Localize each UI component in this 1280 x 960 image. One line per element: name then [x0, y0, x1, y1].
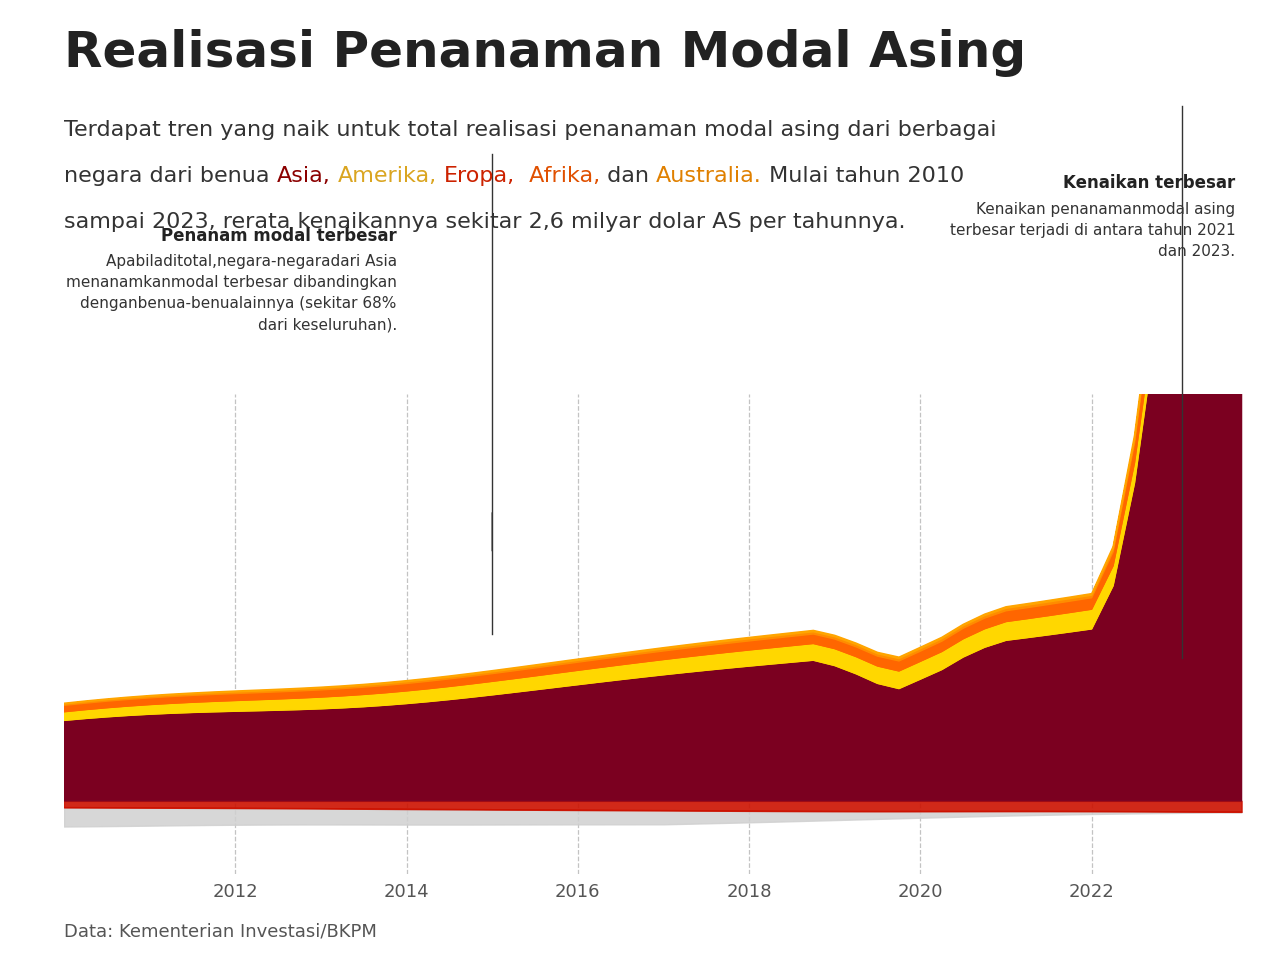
Text: negara dari benua: negara dari benua [64, 166, 276, 186]
Text: Asia,: Asia, [276, 166, 330, 186]
Text: sampai 2023, rerata kenaikannya sekitar 2,6 milyar dolar AS per tahunnya.: sampai 2023, rerata kenaikannya sekitar … [64, 212, 905, 232]
Text: Realisasi Penanaman Modal Asing: Realisasi Penanaman Modal Asing [64, 29, 1027, 77]
Text: Apabiladitotal,negara-negaradari Asia
menanamkanmodal terbesar dibandingkan
deng: Apabiladitotal,negara-negaradari Asia me… [67, 254, 397, 332]
Text: dan: dan [600, 166, 657, 186]
Text: Afrika,: Afrika, [522, 166, 600, 186]
Text: Mulai tahun 2010: Mulai tahun 2010 [762, 166, 964, 186]
Text: Amerika,: Amerika, [338, 166, 436, 186]
Text: Kenaikan terbesar: Kenaikan terbesar [1062, 174, 1235, 192]
Text: Penanam modal terbesar: Penanam modal terbesar [161, 227, 397, 245]
Text: Eropa,: Eropa, [444, 166, 515, 186]
Text: Kenaikan penanamanmodal asing
terbesar terjadi di antara tahun 2021
dan 2023.: Kenaikan penanamanmodal asing terbesar t… [950, 202, 1235, 258]
Text: Terdapat tren yang naik untuk total realisasi penanaman modal asing dari berbaga: Terdapat tren yang naik untuk total real… [64, 120, 997, 140]
Text: Data: Kementerian Investasi/BKPM: Data: Kementerian Investasi/BKPM [64, 923, 376, 941]
Text: Australia.: Australia. [657, 166, 762, 186]
